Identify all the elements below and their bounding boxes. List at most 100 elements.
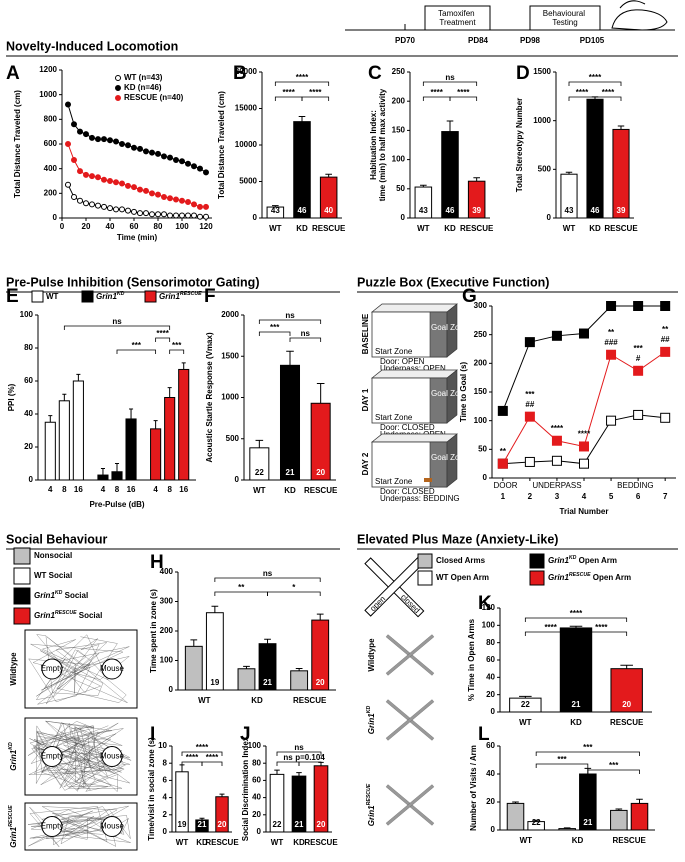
box-condition: Door: CLOSED [380,487,435,496]
bar [97,474,109,481]
annotation: ## [525,400,534,409]
marker [155,211,161,218]
marker [191,201,197,208]
x-tick-label: 100 [175,222,189,231]
significance-label: **** [457,88,470,97]
legend-label: Closed Arms [436,556,486,565]
x-tick-label: KD [251,696,263,705]
x-tick-label: 16 [74,485,83,494]
y-axis-label: time (min) to half max activity [378,88,387,201]
y-tick-label: 20 [252,810,261,819]
y-axis-label: % Time in Open Arms [467,618,476,701]
marker [633,409,644,420]
legend-swatch [13,547,31,565]
annotation: ** [662,325,669,334]
marker [143,187,149,194]
track [28,634,130,705]
x-tick-label: 6 [636,492,641,501]
cage [41,816,63,837]
marker [606,349,617,360]
x-tick-label: RESCUE [604,224,638,233]
x-tick-label: 8 [115,485,120,494]
y-tick-label: 1000 [39,90,57,99]
y-tick-label: 1000 [533,116,551,125]
bar [558,828,576,831]
marker [203,169,209,176]
bar [164,397,176,481]
bar [586,98,604,219]
error-bar [296,772,302,777]
significance-label: **** [296,73,309,82]
y-axis-label: Total Distance Traveled (cm) [13,90,22,198]
y-tick-label: 0 [401,213,406,222]
significance-bracket [181,751,223,756]
legend-label: Grin1RESCUE [159,291,202,301]
y-tick-label: 20 [486,797,495,806]
y-tick-label: 80 [486,638,495,647]
start-zone: Start Zone [375,413,413,422]
y-tick-label: 100 [482,620,496,629]
n-label: 20 [622,700,631,709]
error-bar [636,798,643,804]
timeline-day: PD98 [520,36,541,45]
legend-label: WT (n=43) [124,73,163,82]
marker [497,458,508,469]
section-title: Puzzle Box (Executive Function) [357,275,549,289]
significance-bracket [214,577,321,582]
marker [197,165,203,172]
legend-marker [115,95,121,101]
marker [179,212,185,219]
y-axis-label: Time spent in zone (s) [149,589,158,673]
y-axis-label: Social Discrimination Index [241,736,250,841]
start-zone: Start Zone [375,477,413,486]
significance-bracket [116,349,157,354]
box-side [371,303,458,313]
x-tick-label: KD [284,486,296,495]
box-side [446,303,458,358]
error-bar [272,205,279,208]
y-tick-label: 8 [163,758,168,767]
legend-label: WT Open Arm [436,573,489,582]
marker [101,176,107,183]
maze-arm [385,634,435,676]
significance-bracket [276,751,322,756]
error-bar [167,387,172,398]
y-tick-label: 6 [163,776,168,785]
timeline-step: Tamoxifen Treatment [438,9,477,27]
error-bar [114,463,120,472]
y-tick-label: 250 [474,330,488,339]
marker [131,208,137,215]
n-label: 20 [317,820,326,829]
timeline-step: Behavioural Testing [543,9,587,27]
timeline-box [424,5,491,31]
marker [173,196,179,203]
significance-bracket [587,769,640,774]
legend-label: WT Social [34,571,72,580]
marker [551,455,562,466]
marker [95,136,101,143]
significance-bracket [258,319,322,324]
n-label: 43 [271,206,280,215]
goal-zone-label: Goal Zone [431,323,469,332]
error-bar [211,605,219,613]
marker [161,194,167,201]
significance-bracket [258,331,291,336]
marker [155,150,161,157]
panel-letter: D [516,63,530,84]
n-label: 21 [572,700,581,709]
marker [579,458,589,469]
legend-label: KD (n=46) [124,83,162,92]
significance-label: **** [309,88,322,97]
marker [197,213,203,220]
y-tick-label: 100 [20,310,34,319]
y-tick-label: 20 [486,690,495,699]
marker [167,154,173,161]
marker [524,411,535,422]
n-label: 20 [316,468,325,477]
marker [185,160,191,167]
marker [606,301,617,311]
cage [101,816,123,837]
marker [83,200,89,207]
marker [119,141,125,147]
box-condition: Door: OPEN [380,357,425,366]
